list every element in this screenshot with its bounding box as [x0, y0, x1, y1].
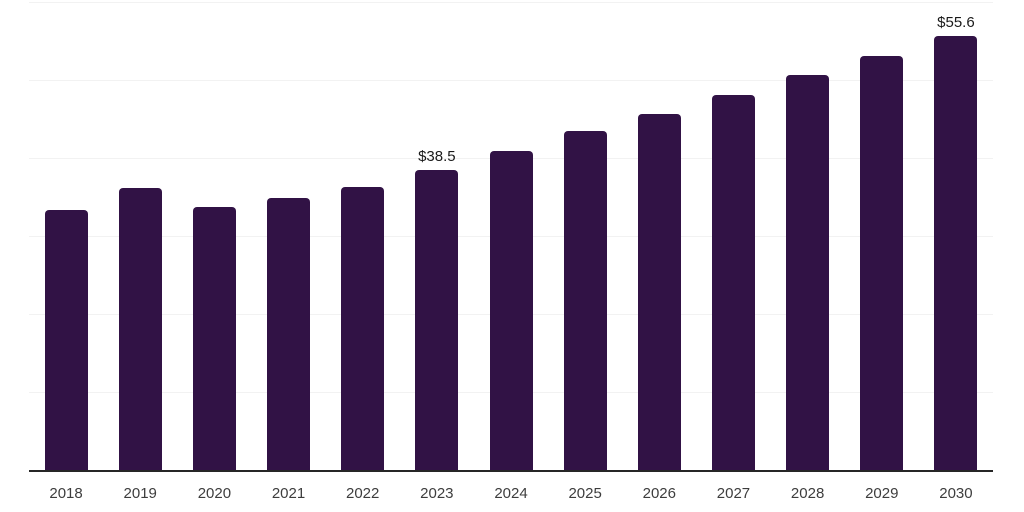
gridline-60: [29, 2, 993, 3]
bar-2030: [934, 36, 977, 470]
x-tick-2025: 2025: [568, 485, 602, 502]
bar-2018: [45, 210, 88, 470]
x-tick-2023: 2023: [420, 485, 454, 502]
x-tick-2029: 2029: [865, 485, 899, 502]
x-axis-line: [29, 470, 993, 472]
bar-2026: [638, 114, 681, 470]
bar-2023: [415, 170, 458, 470]
x-tick-2019: 2019: [123, 485, 157, 502]
data-label-2030: $55.6: [937, 14, 975, 31]
bar-2029: [860, 56, 903, 470]
bar-2028: [786, 75, 829, 470]
x-tick-2030: 2030: [939, 485, 973, 502]
x-tick-2027: 2027: [716, 485, 751, 502]
bar-2025: [564, 131, 607, 470]
x-tick-2026: 2026: [642, 485, 676, 502]
x-tick-2018: 2018: [49, 485, 83, 502]
bar-2019: [119, 188, 162, 470]
bar-2024: [490, 151, 533, 470]
bar-2020: [193, 207, 236, 470]
x-tick-2020: 2020: [197, 485, 232, 502]
x-tick-2024: 2024: [494, 485, 528, 502]
bar-2027: [712, 95, 755, 470]
gridline-50: [29, 80, 993, 81]
x-tick-2028: 2028: [790, 485, 825, 502]
data-label-2023: $38.5: [418, 148, 456, 165]
bar-2022: [341, 187, 384, 470]
x-tick-2022: 2022: [346, 485, 380, 502]
x-tick-2021: 2021: [271, 485, 306, 502]
bar-2021: [267, 198, 310, 470]
